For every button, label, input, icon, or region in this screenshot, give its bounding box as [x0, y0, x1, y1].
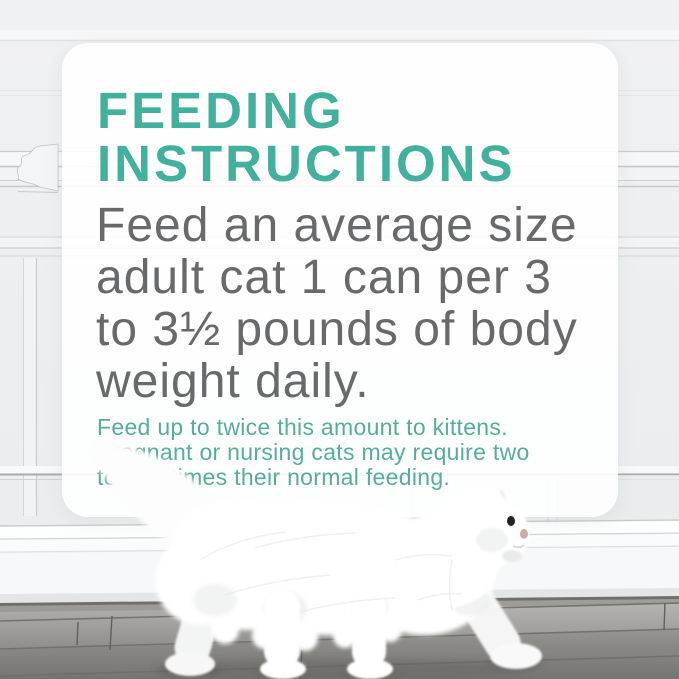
card-body-text: Feed an average size adult cat 1 can per… — [96, 200, 578, 408]
note-line-1: Feed up to twice this amount to kittens. — [97, 414, 508, 440]
card-title: FEEDING INSTRUCTIONS — [97, 84, 516, 190]
note-line-2: Pregnant or nursing cats may require two — [97, 439, 530, 465]
cat-fur-texture — [199, 531, 463, 613]
card-title-line-2: INSTRUCTIONS — [97, 135, 516, 192]
body-line-4: weight daily. — [96, 355, 370, 408]
cat-face-details — [507, 516, 546, 549]
body-line-1: Feed an average size — [96, 199, 578, 252]
body-line-3: to 3½ pounds of body — [96, 303, 578, 356]
card-title-line-1: FEEDING — [97, 82, 345, 139]
cat-head — [390, 484, 546, 608]
body-line-2: adult cat 1 can per 3 — [96, 251, 552, 304]
cat-near-legs — [260, 590, 393, 679]
